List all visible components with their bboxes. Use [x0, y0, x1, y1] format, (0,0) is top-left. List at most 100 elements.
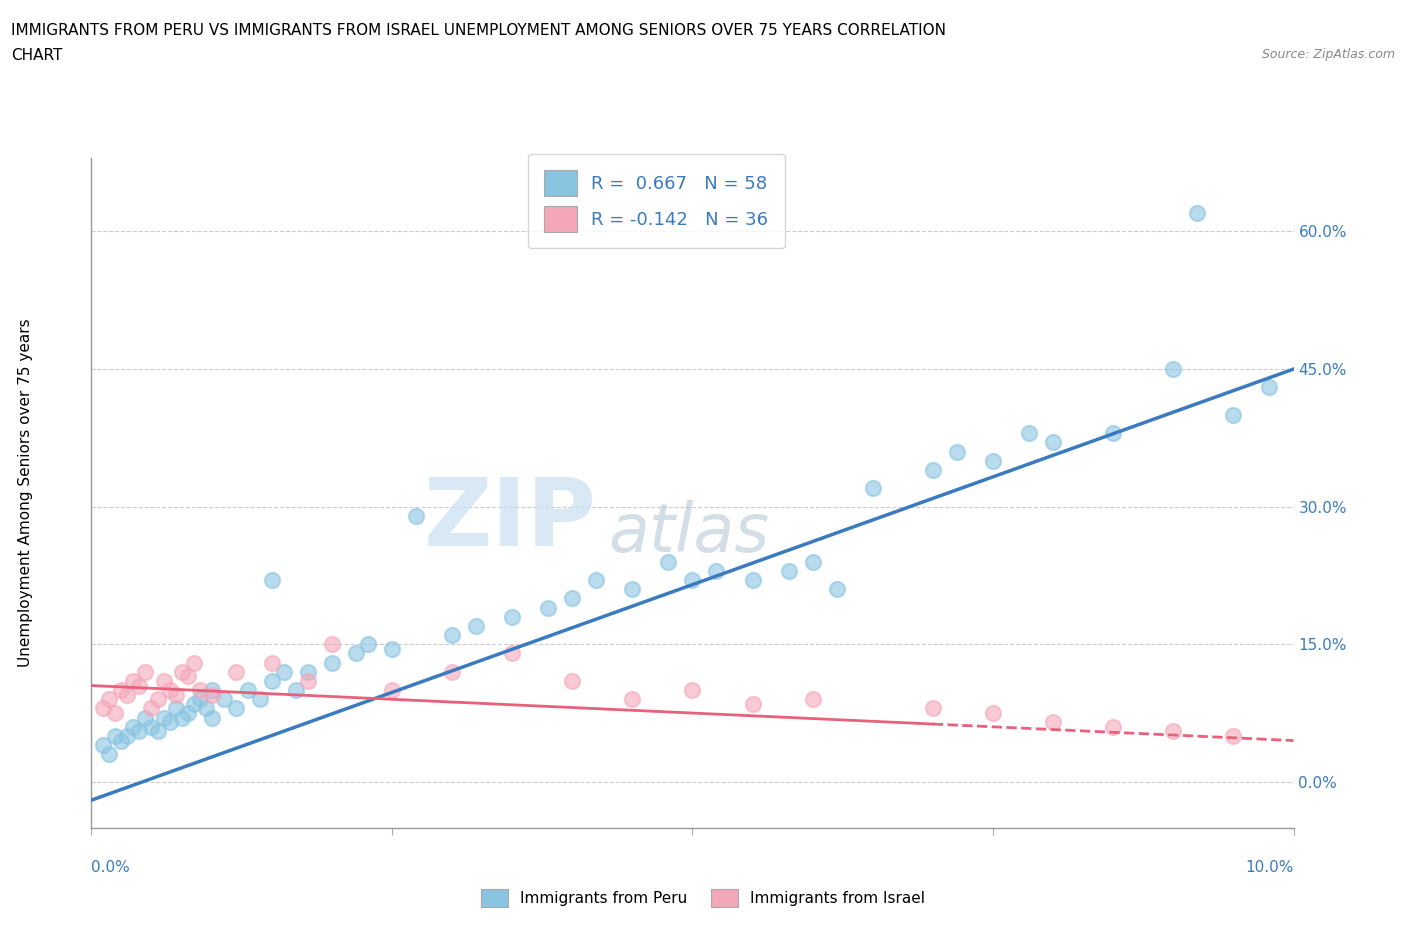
Point — [159, 683, 181, 698]
Point — [183, 697, 205, 711]
Point — [225, 701, 247, 716]
Point — [122, 673, 145, 688]
Point — [188, 692, 211, 707]
Point — [1102, 720, 1125, 735]
Point — [152, 711, 174, 725]
Point — [98, 747, 121, 762]
Point — [201, 687, 224, 702]
Point — [284, 683, 307, 698]
Point — [188, 683, 211, 698]
Point — [93, 737, 115, 752]
Point — [741, 573, 763, 588]
Point — [778, 564, 800, 578]
Point — [706, 564, 728, 578]
Point — [201, 711, 224, 725]
Point — [146, 692, 169, 707]
Point — [104, 728, 127, 743]
Point — [98, 692, 121, 707]
Point — [465, 618, 488, 633]
Point — [249, 692, 271, 707]
Point — [176, 706, 198, 721]
Point — [128, 724, 150, 738]
Point — [236, 683, 259, 698]
Text: ZIP: ZIP — [423, 473, 596, 565]
Point — [1187, 206, 1209, 220]
Point — [273, 664, 295, 679]
Point — [1222, 407, 1244, 422]
Point — [104, 706, 127, 721]
Text: CHART: CHART — [11, 48, 63, 63]
Point — [128, 678, 150, 693]
Text: 0.0%: 0.0% — [91, 860, 131, 875]
Point — [741, 697, 763, 711]
Point — [141, 720, 163, 735]
Text: IMMIGRANTS FROM PERU VS IMMIGRANTS FROM ISRAEL UNEMPLOYMENT AMONG SENIORS OVER 7: IMMIGRANTS FROM PERU VS IMMIGRANTS FROM … — [11, 23, 946, 38]
Point — [122, 720, 145, 735]
Point — [1102, 426, 1125, 441]
Point — [260, 573, 283, 588]
Point — [176, 669, 198, 684]
Point — [1161, 724, 1184, 738]
Point — [297, 664, 319, 679]
Point — [183, 655, 205, 670]
Point — [1161, 362, 1184, 377]
Point — [170, 664, 193, 679]
Point — [110, 733, 132, 748]
Point — [441, 628, 464, 643]
Point — [146, 724, 169, 738]
Text: Unemployment Among Seniors over 75 years: Unemployment Among Seniors over 75 years — [18, 319, 32, 667]
Point — [981, 453, 1004, 468]
Point — [657, 554, 679, 569]
Point — [212, 692, 235, 707]
Point — [344, 646, 367, 661]
Point — [681, 683, 703, 698]
Point — [297, 673, 319, 688]
Point — [801, 692, 824, 707]
Point — [981, 706, 1004, 721]
Point — [681, 573, 703, 588]
Point — [946, 445, 969, 459]
Point — [561, 591, 583, 605]
Point — [201, 683, 224, 698]
Point — [862, 481, 884, 496]
Point — [501, 646, 523, 661]
Point — [165, 701, 187, 716]
Legend: R =  0.667   N = 58, R = -0.142   N = 36: R = 0.667 N = 58, R = -0.142 N = 36 — [529, 153, 785, 248]
Point — [134, 664, 156, 679]
Point — [1222, 728, 1244, 743]
Point — [1018, 426, 1040, 441]
Point — [922, 701, 945, 716]
Point — [537, 600, 560, 615]
Legend: Immigrants from Peru, Immigrants from Israel: Immigrants from Peru, Immigrants from Is… — [472, 881, 934, 915]
Point — [825, 582, 848, 597]
Point — [441, 664, 464, 679]
Point — [170, 711, 193, 725]
Point — [321, 655, 343, 670]
Point — [117, 728, 139, 743]
Point — [321, 637, 343, 652]
Point — [93, 701, 115, 716]
Point — [501, 609, 523, 624]
Point — [1042, 435, 1064, 450]
Point — [922, 462, 945, 477]
Text: atlas: atlas — [609, 500, 769, 566]
Point — [1042, 715, 1064, 730]
Text: 10.0%: 10.0% — [1246, 860, 1294, 875]
Point — [260, 655, 283, 670]
Point — [159, 715, 181, 730]
Point — [110, 683, 132, 698]
Point — [225, 664, 247, 679]
Point — [621, 582, 644, 597]
Point — [381, 642, 404, 657]
Point — [152, 673, 174, 688]
Point — [1258, 380, 1281, 395]
Point — [165, 687, 187, 702]
Point — [141, 701, 163, 716]
Point — [585, 573, 607, 588]
Point — [260, 673, 283, 688]
Point — [357, 637, 380, 652]
Point — [194, 701, 217, 716]
Point — [117, 687, 139, 702]
Point — [405, 509, 427, 524]
Point — [381, 683, 404, 698]
